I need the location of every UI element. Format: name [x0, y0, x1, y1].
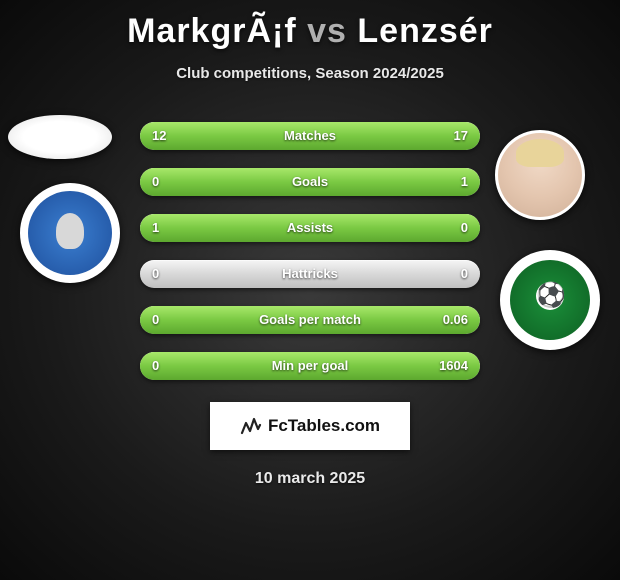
- stat-row: 01604Min per goal: [140, 352, 480, 380]
- vs-text: vs: [307, 12, 347, 50]
- date-label: 10 march 2025: [0, 470, 620, 488]
- stats-table: 1217Matches 01Goals 10Assists 00Hattricks 00…: [140, 122, 480, 380]
- brand-logo-icon: [240, 413, 262, 440]
- player-left-avatar: [8, 115, 112, 159]
- stat-label: Goals: [140, 168, 480, 196]
- stat-row: 00.06Goals per match: [140, 306, 480, 334]
- stat-label: Min per goal: [140, 352, 480, 380]
- stat-row: 01Goals: [140, 168, 480, 196]
- stat-label: Goals per match: [140, 306, 480, 334]
- stat-label: Hattricks: [140, 260, 480, 288]
- stat-row: 10Assists: [140, 214, 480, 242]
- brand-box: FcTables.com: [210, 402, 410, 450]
- club-right-crest: [500, 250, 600, 350]
- club-left-crest: [20, 183, 120, 283]
- comparison-title: MarkgrÃ¡f vs Lenzsér: [0, 0, 620, 51]
- player-right-avatar: [495, 130, 585, 220]
- stat-row: 00Hattricks: [140, 260, 480, 288]
- stat-label: Assists: [140, 214, 480, 242]
- brand-text: FcTables.com: [268, 416, 380, 436]
- stat-row: 1217Matches: [140, 122, 480, 150]
- stat-label: Matches: [140, 122, 480, 150]
- subtitle: Club competitions, Season 2024/2025: [0, 65, 620, 82]
- player-left-name: MarkgrÃ¡f: [127, 12, 297, 50]
- player-right-name: Lenzsér: [357, 12, 493, 50]
